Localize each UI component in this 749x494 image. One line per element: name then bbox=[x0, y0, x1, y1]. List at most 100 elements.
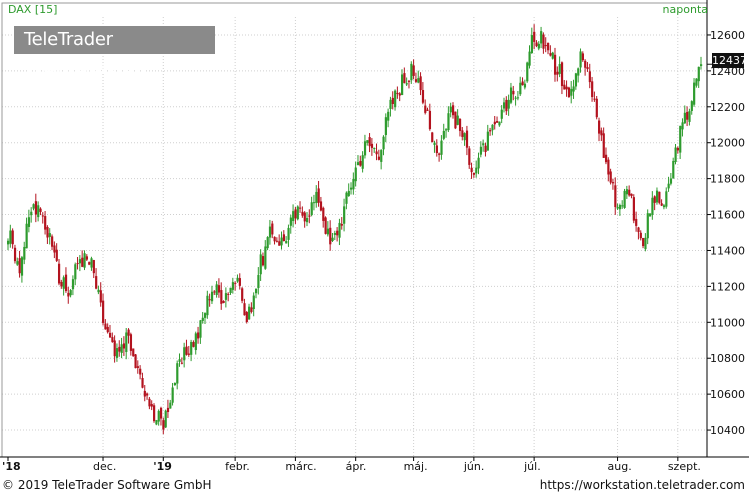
candle-body bbox=[579, 51, 582, 68]
candle-body bbox=[505, 99, 508, 112]
candle-body bbox=[540, 31, 543, 44]
candle-body bbox=[127, 329, 130, 336]
candle-body bbox=[305, 217, 309, 223]
candle-body bbox=[618, 205, 622, 210]
candle-body bbox=[141, 378, 144, 388]
candle-body bbox=[53, 245, 56, 253]
candle-body bbox=[217, 285, 221, 293]
candle-body bbox=[611, 182, 615, 184]
candle-body bbox=[454, 111, 457, 129]
candle-body bbox=[122, 343, 126, 349]
candle-body bbox=[356, 162, 360, 166]
candle-body bbox=[106, 326, 109, 333]
x-tick-label: aug. bbox=[608, 460, 632, 473]
candle-body bbox=[542, 34, 545, 49]
candle-body bbox=[502, 102, 506, 109]
symbol-label[interactable]: DAX [15] bbox=[8, 3, 58, 16]
candle-body bbox=[551, 52, 554, 59]
candle-body bbox=[602, 133, 605, 158]
candle-body bbox=[208, 299, 211, 301]
candle-body bbox=[461, 130, 464, 137]
teletrader-watermark-logo: TeleTrader WorkStation bbox=[14, 26, 215, 78]
candle-body bbox=[496, 121, 499, 123]
candle-body bbox=[479, 146, 483, 155]
candle-body bbox=[435, 145, 438, 154]
candle-body bbox=[442, 130, 445, 139]
candle-body bbox=[259, 254, 262, 275]
candle-body bbox=[676, 147, 680, 151]
candle-body bbox=[178, 359, 181, 362]
candle-body bbox=[662, 205, 666, 208]
candle-body bbox=[537, 43, 540, 49]
y-tick-label: 11600 bbox=[710, 209, 745, 222]
candle-body bbox=[254, 288, 258, 294]
source-url[interactable]: https://workstation.teletrader.com bbox=[539, 478, 745, 492]
candle-body bbox=[183, 347, 186, 361]
candle-body bbox=[136, 366, 139, 368]
candle-body bbox=[113, 340, 116, 357]
candle-body bbox=[299, 207, 302, 209]
candle-body bbox=[159, 407, 163, 419]
candle-body bbox=[166, 407, 170, 413]
candle-body bbox=[51, 236, 54, 247]
candle-body bbox=[417, 78, 420, 83]
candle-body bbox=[544, 45, 547, 47]
candle-body bbox=[565, 86, 568, 90]
candle-body bbox=[649, 213, 652, 217]
candle-body bbox=[398, 93, 401, 96]
candle-body bbox=[64, 274, 68, 291]
candle-body bbox=[651, 197, 654, 215]
candle-body bbox=[224, 293, 228, 300]
candle-body bbox=[294, 209, 297, 219]
candle-body bbox=[574, 73, 578, 87]
candle-body bbox=[625, 189, 629, 195]
candle-body bbox=[257, 274, 260, 289]
candle-body bbox=[231, 282, 235, 290]
y-tick-label: 11400 bbox=[710, 244, 745, 257]
candle-body bbox=[176, 363, 179, 384]
candle-body bbox=[445, 129, 448, 131]
candle-body bbox=[343, 206, 346, 224]
candle-body bbox=[370, 143, 374, 148]
candle-body bbox=[396, 92, 399, 94]
candle-body bbox=[621, 205, 624, 207]
candle-body bbox=[60, 281, 63, 287]
candle-body bbox=[491, 124, 494, 131]
candle-body bbox=[204, 313, 207, 318]
candle-body bbox=[700, 64, 703, 66]
candle-body bbox=[533, 31, 536, 42]
candle-body bbox=[384, 117, 387, 136]
candle-body bbox=[13, 247, 17, 262]
candle-body bbox=[452, 105, 455, 116]
candle-body bbox=[92, 260, 95, 274]
watermark-brand: TeleTrader bbox=[24, 29, 113, 50]
candle-body bbox=[669, 178, 673, 184]
candle-body bbox=[197, 332, 200, 339]
axes: 10400 10600 10800 11000 11200 11400 11600 11800… bbox=[0, 0, 749, 473]
period-label[interactable]: naponta bbox=[662, 3, 708, 16]
candle-body bbox=[292, 211, 295, 222]
candle-body bbox=[322, 207, 325, 221]
candle-body bbox=[71, 279, 75, 290]
x-tick-label: dec. bbox=[93, 460, 116, 473]
candle-body bbox=[598, 120, 601, 134]
candle-body bbox=[688, 111, 691, 122]
candle-body bbox=[78, 259, 82, 264]
candle-body bbox=[118, 346, 121, 352]
candle-body bbox=[245, 312, 248, 322]
candle-body bbox=[287, 227, 290, 240]
candle-body bbox=[312, 202, 316, 204]
candle-body bbox=[667, 183, 670, 189]
candle-body bbox=[600, 130, 603, 136]
candle-body bbox=[85, 256, 89, 260]
x-tick-label: '18 bbox=[2, 460, 21, 473]
candle-body bbox=[572, 86, 575, 92]
candle-body bbox=[46, 226, 49, 238]
candle-body bbox=[549, 53, 552, 56]
candle-body bbox=[697, 66, 700, 82]
candle-body bbox=[192, 342, 195, 347]
candle-body bbox=[500, 109, 503, 119]
candle-body bbox=[637, 227, 640, 233]
candle-body bbox=[345, 192, 348, 204]
